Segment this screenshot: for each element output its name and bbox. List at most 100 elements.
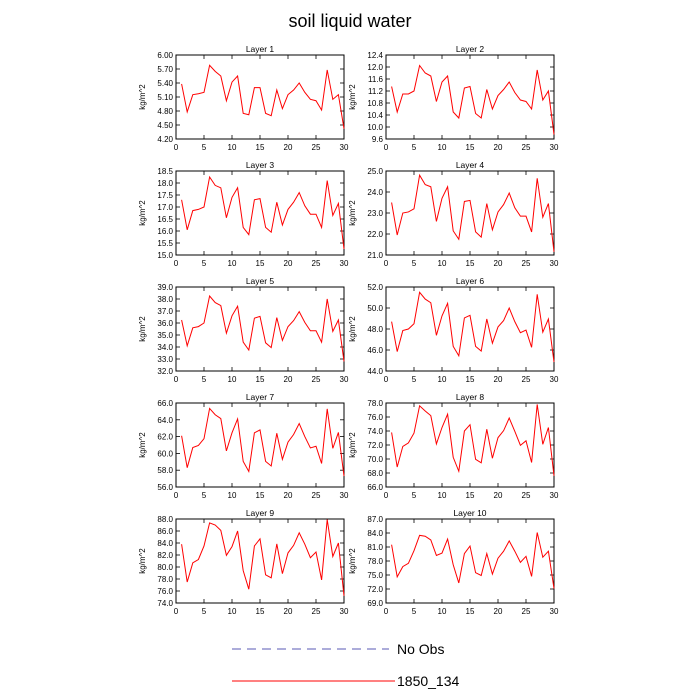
data-point	[259, 198, 260, 199]
y-tick-label: 35.0	[157, 331, 173, 340]
data-point	[481, 350, 482, 351]
data-point	[293, 434, 294, 435]
x-tick-label: 0	[384, 491, 389, 500]
data-point	[475, 113, 476, 114]
y-axis-label: kg/m^2	[138, 432, 147, 458]
x-tick-label: 20	[284, 259, 293, 268]
x-tick-label: 30	[340, 259, 349, 268]
data-point	[198, 445, 199, 446]
data-point	[231, 81, 232, 82]
x-tick-label: 5	[202, 143, 207, 152]
x-tick-label: 25	[522, 375, 531, 384]
y-axis-label: kg/m^2	[348, 316, 357, 342]
data-point	[453, 457, 454, 458]
data-point	[304, 92, 305, 93]
data-point	[492, 343, 493, 344]
data-point	[343, 595, 344, 596]
data-point	[464, 201, 465, 202]
y-axis-label: kg/m^2	[348, 200, 357, 226]
data-point	[531, 231, 532, 232]
data-point	[486, 318, 487, 319]
data-point	[231, 197, 232, 198]
y-tick-label: 10.8	[367, 99, 383, 108]
data-point	[419, 405, 420, 406]
data-point	[310, 214, 311, 215]
data-point	[553, 251, 554, 252]
x-tick-label: 25	[522, 607, 531, 616]
data-point	[343, 361, 344, 362]
data-point	[458, 355, 459, 356]
y-tick-label: 17.5	[157, 191, 173, 200]
data-point	[486, 89, 487, 90]
data-point	[397, 351, 398, 352]
data-point	[299, 82, 300, 83]
data-point	[203, 545, 204, 546]
data-point	[293, 545, 294, 546]
x-tick-label: 10	[438, 607, 447, 616]
data-point	[509, 81, 510, 82]
data-point	[327, 69, 328, 70]
data-point	[391, 321, 392, 322]
data-point	[475, 231, 476, 232]
x-tick-label: 15	[466, 259, 475, 268]
data-point	[391, 432, 392, 433]
data-point	[287, 441, 288, 442]
y-tick-label: 24.0	[367, 188, 383, 197]
data-point	[276, 202, 277, 203]
x-tick-label: 5	[202, 259, 207, 268]
data-point	[237, 530, 238, 531]
data-point	[243, 113, 244, 114]
data-point	[259, 316, 260, 317]
data-point	[537, 294, 538, 295]
data-point	[231, 546, 232, 547]
y-tick-label: 6.00	[157, 51, 173, 60]
data-point	[458, 117, 459, 118]
x-tick-label: 10	[438, 259, 447, 268]
data-point	[276, 433, 277, 434]
x-tick-label: 0	[174, 607, 179, 616]
data-point	[338, 542, 339, 543]
x-tick-label: 30	[340, 375, 349, 384]
x-tick-label: 20	[494, 491, 503, 500]
y-axis-label: kg/m^2	[348, 84, 357, 110]
x-tick-label: 0	[174, 143, 179, 152]
data-point	[315, 330, 316, 331]
plot-frame	[175, 170, 345, 256]
data-point	[203, 322, 204, 323]
data-point	[503, 89, 504, 90]
x-tick-label: 15	[466, 607, 475, 616]
figure-title: soil liquid water	[288, 11, 411, 31]
chart-panel-layer-2: Layer 2 0 5 10 15 20 25 30 9.6 10.0 10.4 10.8 11.2 11…	[348, 44, 559, 152]
panel-title-layer-4: Layer 4	[456, 160, 485, 170]
data-point	[304, 322, 305, 323]
y-tick-label: 12.4	[367, 51, 383, 60]
data-point	[497, 558, 498, 559]
data-point	[243, 570, 244, 571]
y-tick-label: 74.0	[157, 599, 173, 608]
data-point	[430, 539, 431, 540]
data-point	[503, 204, 504, 205]
x-tick-label: 30	[550, 607, 559, 616]
data-point	[265, 574, 266, 575]
y-tick-label: 64.0	[157, 416, 173, 425]
data-point	[271, 465, 272, 466]
data-point	[492, 458, 493, 459]
data-point	[413, 90, 414, 91]
data-point	[525, 440, 526, 441]
y-tick-label: 48.0	[367, 325, 383, 334]
chart-panel-layer-5: Layer 5 0 5 10 15 20 25 30 32.0 33.0 34.0 35.0 36.0 3…	[138, 276, 349, 384]
x-tick-label: 15	[256, 259, 265, 268]
x-tick-label: 20	[494, 143, 503, 152]
data-point	[248, 471, 249, 472]
x-tick-label: 25	[312, 607, 321, 616]
data-point	[464, 87, 465, 88]
data-point	[447, 75, 448, 76]
data-point	[181, 199, 182, 200]
data-point	[237, 418, 238, 419]
data-point	[481, 462, 482, 463]
data-point	[287, 209, 288, 210]
data-point	[492, 573, 493, 574]
y-tick-label: 75.0	[367, 571, 383, 580]
data-point	[391, 202, 392, 203]
